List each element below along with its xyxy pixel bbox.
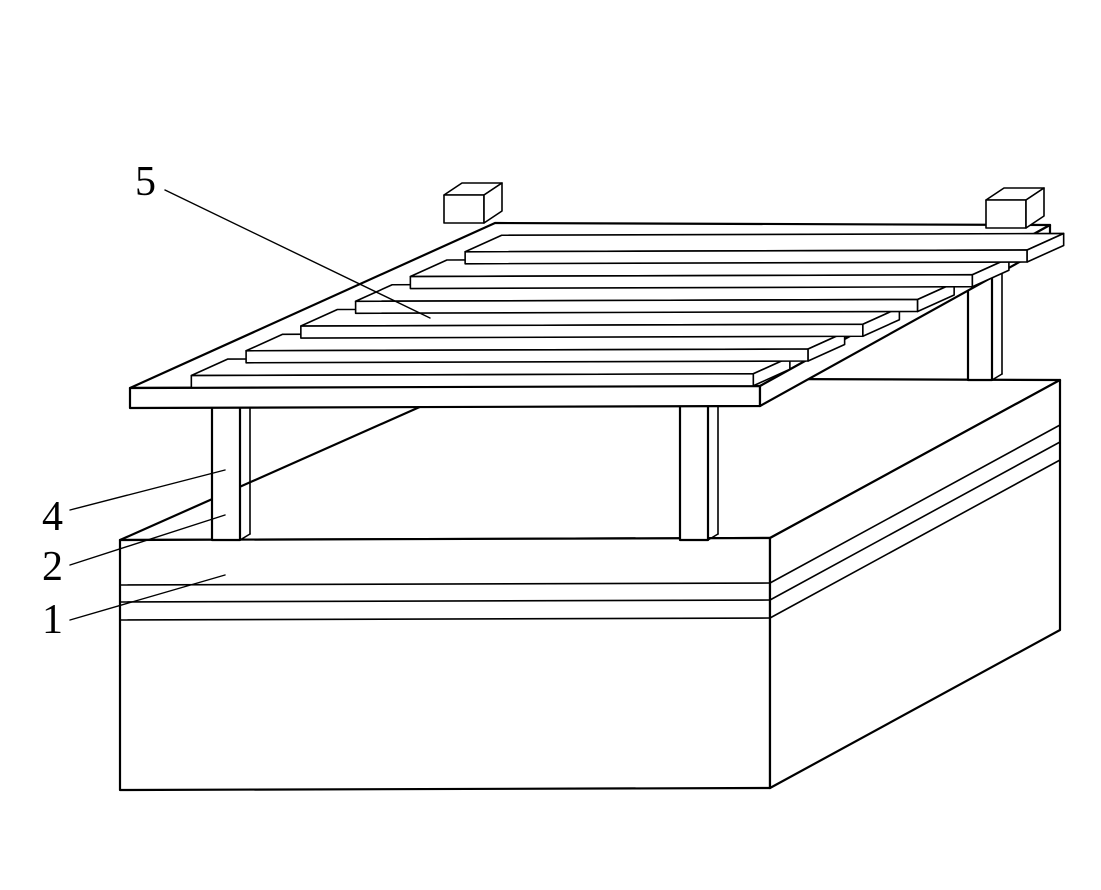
- grate-frame: [130, 183, 1064, 408]
- diagram-svg: 5 42 1: [0, 0, 1101, 890]
- callout-lbl-4: 4: [42, 494, 63, 540]
- callout-lbl-2: 2: [42, 544, 63, 590]
- substrate-block: [120, 378, 1060, 790]
- callout-lbl-5: 5: [135, 159, 156, 205]
- callout-lbl-1: 1: [42, 597, 63, 643]
